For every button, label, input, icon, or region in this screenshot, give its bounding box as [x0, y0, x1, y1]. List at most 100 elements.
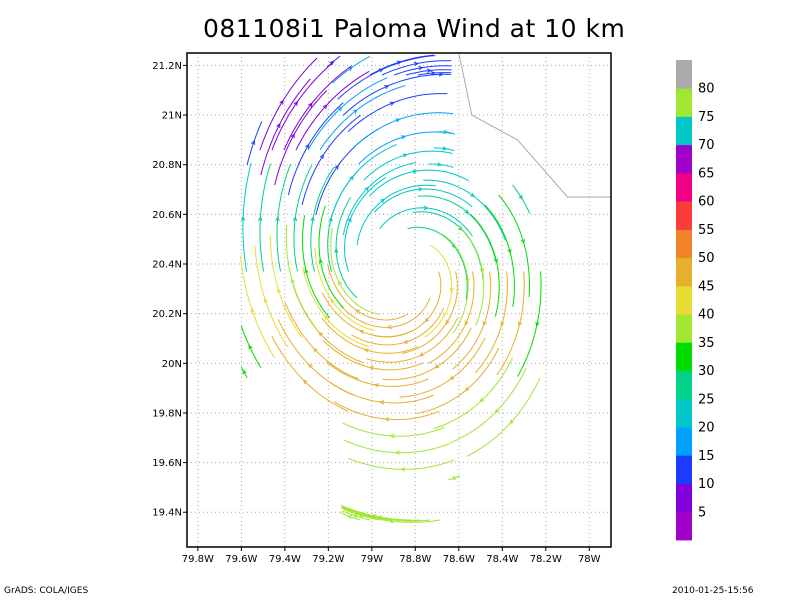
- streamline: [381, 60, 452, 76]
- streamline: [341, 510, 371, 521]
- streamline-arrow: [307, 363, 313, 369]
- coastline-line: [458, 52, 611, 198]
- y-tick-label: 20N: [162, 359, 182, 370]
- footer-credit: GrADS: COLA/IGES: [4, 586, 89, 596]
- streamline-arrow: [442, 146, 448, 151]
- streamline: [259, 57, 318, 151]
- streamline-arrow: [418, 187, 424, 192]
- colorbar-swatch: [676, 455, 692, 484]
- colorbar-label: 80: [698, 82, 715, 97]
- y-tick-label: 20.2N: [152, 309, 182, 320]
- streamline: [269, 235, 303, 339]
- streamline-arrow: [379, 400, 385, 405]
- streamline-arrow: [384, 417, 390, 422]
- colorbar: 5 10 15 20 25 30 35 40 45 50 55 60 65 70 75 80: [676, 60, 715, 541]
- streamline-arrow: [384, 85, 390, 90]
- y-tick-label: 20.6N: [152, 210, 182, 221]
- streamline-arrow: [251, 139, 256, 145]
- streamline-arrow: [520, 239, 525, 245]
- streamline: [246, 121, 263, 166]
- y-tick-label: 21N: [162, 111, 182, 122]
- streamline: [276, 164, 292, 272]
- colorbar-label: 60: [698, 195, 715, 210]
- streamline: [353, 112, 454, 149]
- streamline-arrow: [363, 348, 369, 353]
- streamline-arrow: [389, 433, 395, 439]
- streamlines: [239, 54, 542, 524]
- streamline: [374, 188, 473, 213]
- streamline: [412, 211, 484, 280]
- streamline-arrow: [290, 278, 295, 284]
- streamline: [302, 266, 370, 348]
- streamline-arrow: [302, 379, 308, 385]
- streamline: [314, 247, 375, 331]
- streamline: [443, 234, 469, 334]
- streamline-arrow: [509, 419, 515, 425]
- streamline-arrow: [493, 258, 499, 264]
- streamline: [259, 163, 271, 272]
- streamline-arrow: [319, 154, 324, 160]
- streamline-arrow: [310, 216, 315, 222]
- streamline-arrow: [449, 375, 455, 381]
- streamline-arrow: [386, 324, 392, 330]
- streamline: [363, 150, 453, 181]
- streamline-arrow: [395, 118, 401, 123]
- streamline: [450, 367, 527, 444]
- streamline-arrow: [438, 72, 444, 77]
- streamline-arrow: [396, 60, 402, 65]
- streamline-arrow: [443, 129, 449, 135]
- streamline: [343, 177, 387, 272]
- streamline: [484, 204, 515, 307]
- streamline-arrow: [500, 321, 505, 327]
- y-tick-label: 21.2N: [152, 61, 182, 72]
- streamline-arrow: [275, 215, 280, 222]
- streamline-arrow: [308, 102, 313, 108]
- streamline: [470, 214, 500, 317]
- streamline: [339, 297, 431, 328]
- x-tick-labels: 79.8W 79.6W 79.4W 79.2W 79W 78.8W 78.6W 78.4W 78…: [182, 554, 601, 565]
- colorbar-swatch: [676, 144, 692, 174]
- streamline-arrow: [389, 101, 395, 106]
- colorbar-label: 25: [698, 392, 715, 407]
- streamline-arrow: [318, 331, 324, 337]
- colorbar-label: 10: [698, 477, 715, 492]
- x-tick-label: 79.2W: [312, 554, 344, 565]
- streamline-arrow: [373, 383, 379, 388]
- x-tick-label: 79.4W: [269, 554, 301, 565]
- streamline-arrow: [465, 278, 470, 284]
- streamline: [447, 475, 461, 481]
- streamline-arrow: [304, 268, 309, 274]
- colorbar-label: 15: [698, 449, 715, 464]
- y-tick-label: 20.8N: [152, 160, 182, 171]
- streamline-arrow: [418, 65, 424, 71]
- streamline-arrow: [394, 450, 400, 455]
- streamline: [274, 90, 328, 186]
- streamline-arrow: [401, 135, 407, 140]
- streamline: [327, 264, 408, 321]
- streamline: [340, 512, 361, 521]
- streamline: [341, 505, 421, 521]
- colorbar-swatch: [676, 116, 692, 146]
- x-tick-label: 79W: [361, 554, 384, 565]
- streamline-arrow: [464, 386, 470, 392]
- streamline-arrow: [346, 515, 353, 520]
- streamline-arrow: [426, 68, 432, 73]
- streamline: [438, 131, 452, 134]
- streamline-arrow: [402, 153, 408, 158]
- streamline-arrow: [349, 175, 354, 181]
- streamline-arrow: [388, 519, 394, 524]
- streamline: [433, 147, 455, 151]
- streamline: [512, 184, 531, 214]
- streamline-arrow: [329, 60, 335, 66]
- streamline: [343, 506, 431, 522]
- streamline-arrow: [250, 307, 255, 313]
- streamline-arrow: [413, 61, 419, 67]
- y-tick-label: 19.8N: [152, 408, 182, 419]
- x-tick-label: 78.2W: [530, 554, 562, 565]
- streamline-arrow: [430, 70, 436, 76]
- chart-title: 081108i1 Paloma Wind at 10 km: [203, 14, 626, 43]
- streamline-arrow: [494, 408, 500, 414]
- streamline: [260, 78, 311, 176]
- streamline-arrow: [378, 68, 384, 73]
- streamline-arrow: [358, 329, 365, 335]
